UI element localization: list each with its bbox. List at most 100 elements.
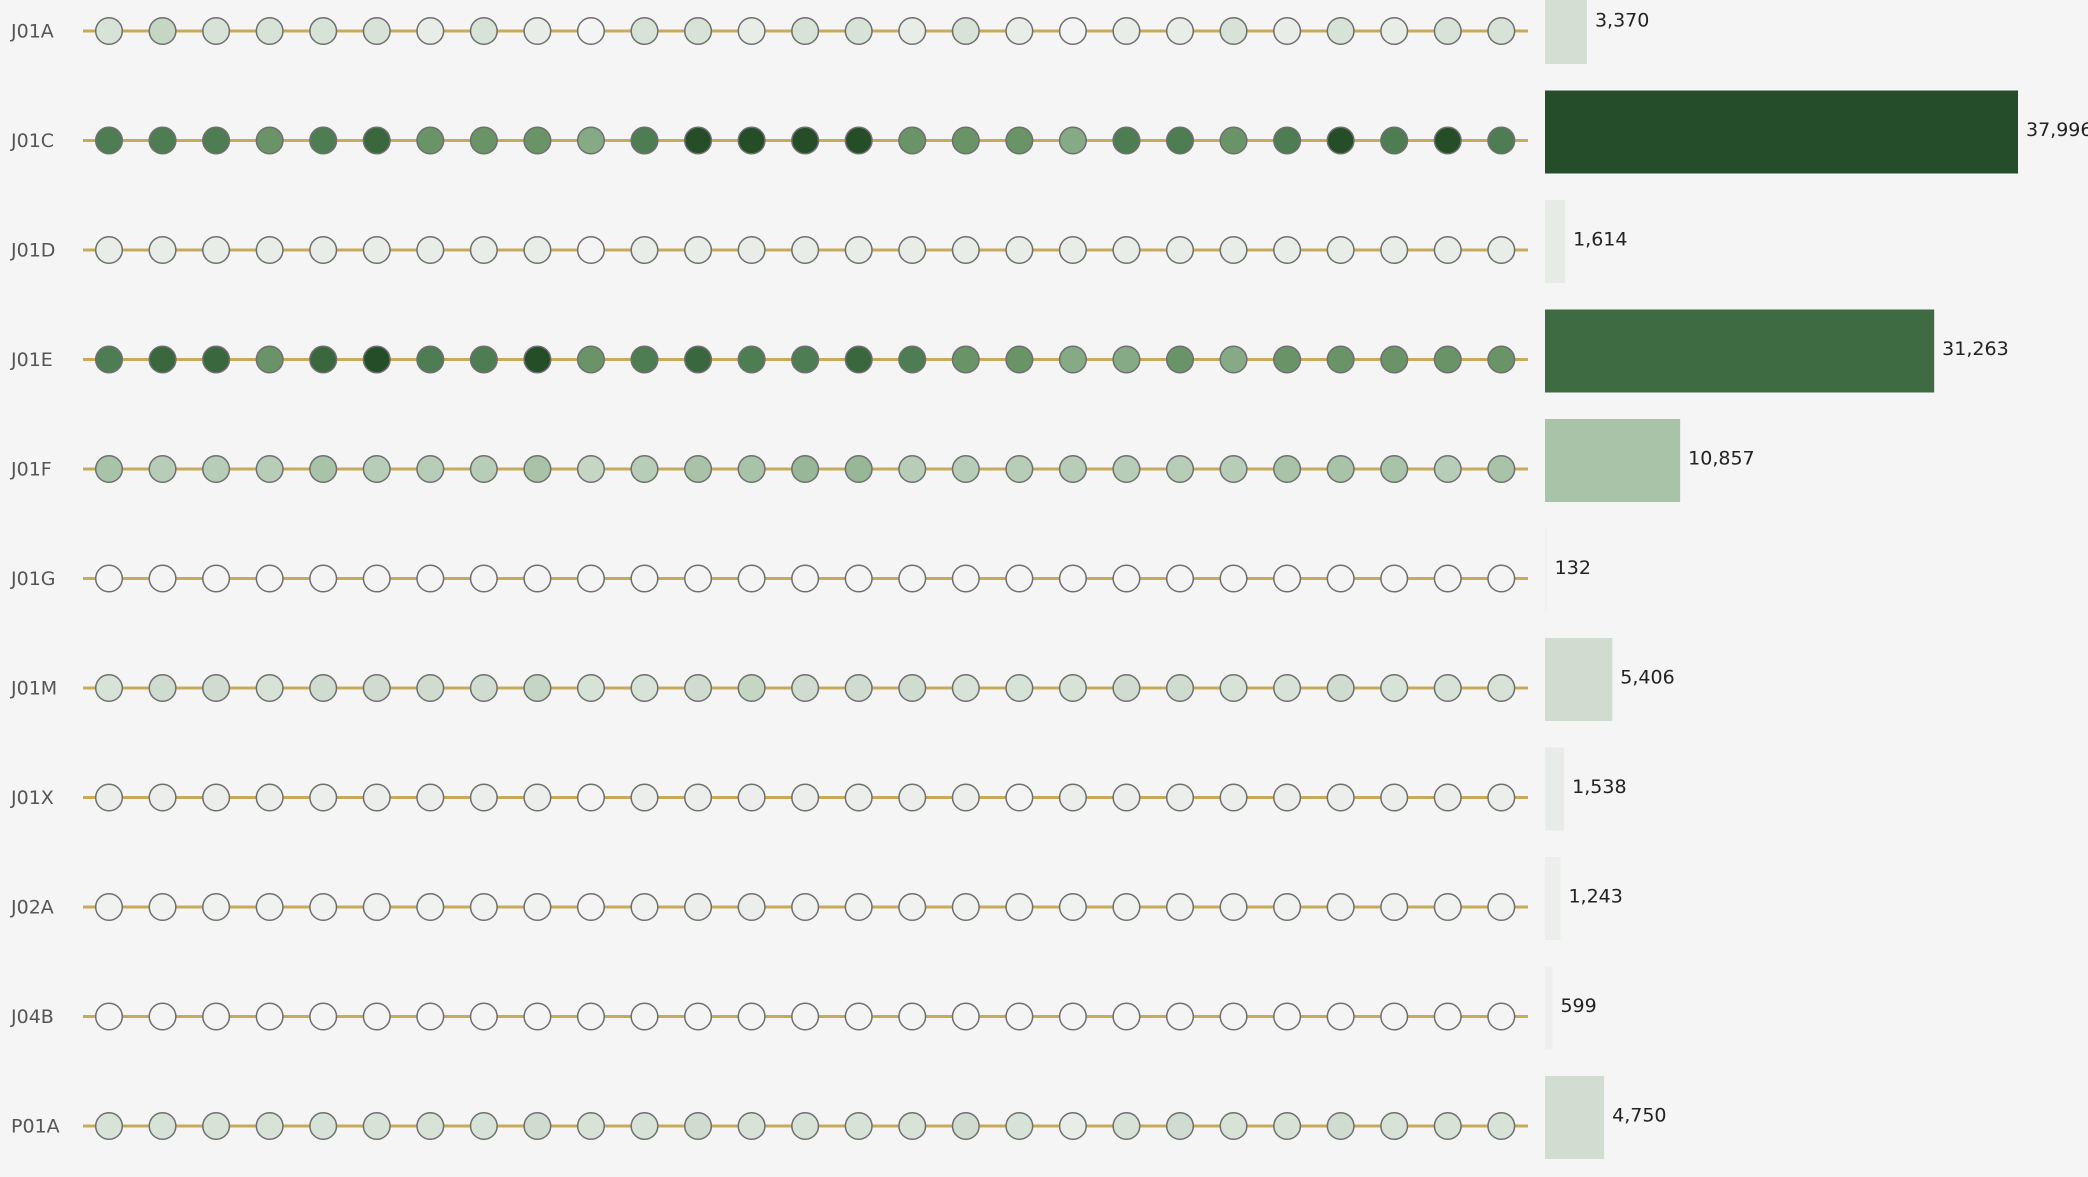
dot (1273, 1002, 1302, 1031)
dot (1380, 892, 1409, 922)
dot (1058, 126, 1087, 155)
dot (1273, 126, 1302, 155)
row-label: J01C (10, 130, 54, 152)
dot (844, 673, 873, 703)
dot (94, 564, 124, 593)
bar (1545, 747, 1565, 831)
dot (951, 126, 980, 155)
dot (684, 673, 713, 703)
dot (1433, 673, 1462, 703)
dot (362, 16, 391, 46)
value-label: 5,406 (1620, 667, 1674, 689)
dot (684, 345, 713, 374)
dot (1219, 345, 1248, 374)
dot (416, 1002, 445, 1031)
value-label: 599 (1560, 995, 1596, 1017)
dot (630, 564, 659, 593)
dot (94, 892, 124, 922)
dot (309, 564, 338, 593)
dot (416, 16, 445, 46)
dot (1165, 126, 1195, 155)
dot (523, 1111, 552, 1141)
dot (1326, 345, 1355, 374)
dot (1326, 126, 1355, 155)
dot (791, 673, 820, 703)
dot (1487, 892, 1516, 922)
dot (1433, 1111, 1462, 1141)
dot (684, 564, 713, 593)
dot (684, 16, 713, 46)
value-label: 3,370 (1595, 10, 1649, 32)
dot (576, 1002, 606, 1031)
dot (148, 1002, 177, 1031)
dot (1005, 673, 1034, 703)
dot (148, 16, 177, 46)
bar (1545, 1076, 1605, 1159)
dot (309, 1002, 338, 1031)
dot (1219, 1111, 1248, 1141)
dot (255, 892, 284, 922)
dot (255, 1111, 284, 1141)
dot (523, 564, 552, 593)
dot (416, 1111, 445, 1141)
dot (202, 1111, 231, 1141)
value-label: 10,857 (1688, 448, 1754, 470)
dot (416, 892, 445, 922)
dot (898, 126, 927, 155)
dot (416, 673, 445, 703)
dot (469, 454, 498, 484)
row-label: J01A (10, 21, 54, 43)
dot (148, 892, 177, 922)
dot (94, 126, 124, 155)
dot (844, 16, 873, 46)
dot (255, 16, 284, 46)
dot (469, 1111, 498, 1141)
dot (1326, 235, 1355, 265)
dot (630, 126, 659, 155)
dot (576, 783, 606, 812)
dot (1273, 345, 1302, 374)
dot (1433, 892, 1462, 922)
dot (1273, 673, 1302, 703)
dot (1273, 235, 1302, 265)
dot (1112, 126, 1141, 155)
dot (1487, 345, 1516, 374)
dot (202, 16, 231, 46)
row-label: J01X (10, 787, 54, 809)
dot (898, 454, 927, 484)
dot (898, 345, 927, 374)
dot (1219, 892, 1248, 922)
dot (523, 454, 552, 484)
dot (684, 454, 713, 484)
dot (844, 126, 873, 155)
dot (202, 564, 231, 593)
dot (362, 564, 391, 593)
dot (951, 1111, 980, 1141)
dot (309, 1111, 338, 1141)
row-label: P01A (11, 1116, 60, 1138)
dot (1487, 673, 1516, 703)
row-label: J01G (10, 568, 56, 590)
dot (951, 345, 980, 374)
dot (898, 892, 927, 922)
dot (737, 235, 766, 265)
dot (309, 673, 338, 703)
dot (576, 1111, 606, 1141)
dot (469, 783, 498, 812)
dot (202, 892, 231, 922)
dot (576, 235, 606, 265)
dot (791, 345, 820, 374)
dot (898, 235, 927, 265)
dot (1005, 1111, 1034, 1141)
dot (1380, 1002, 1409, 1031)
dot (523, 126, 552, 155)
dot (523, 16, 552, 46)
dot (791, 454, 820, 484)
value-label: 1,538 (1572, 776, 1626, 798)
dot (1005, 345, 1034, 374)
dot (202, 454, 231, 484)
dot (576, 673, 606, 703)
dot (1219, 783, 1248, 812)
dot (1112, 892, 1141, 922)
dot (1326, 454, 1355, 484)
